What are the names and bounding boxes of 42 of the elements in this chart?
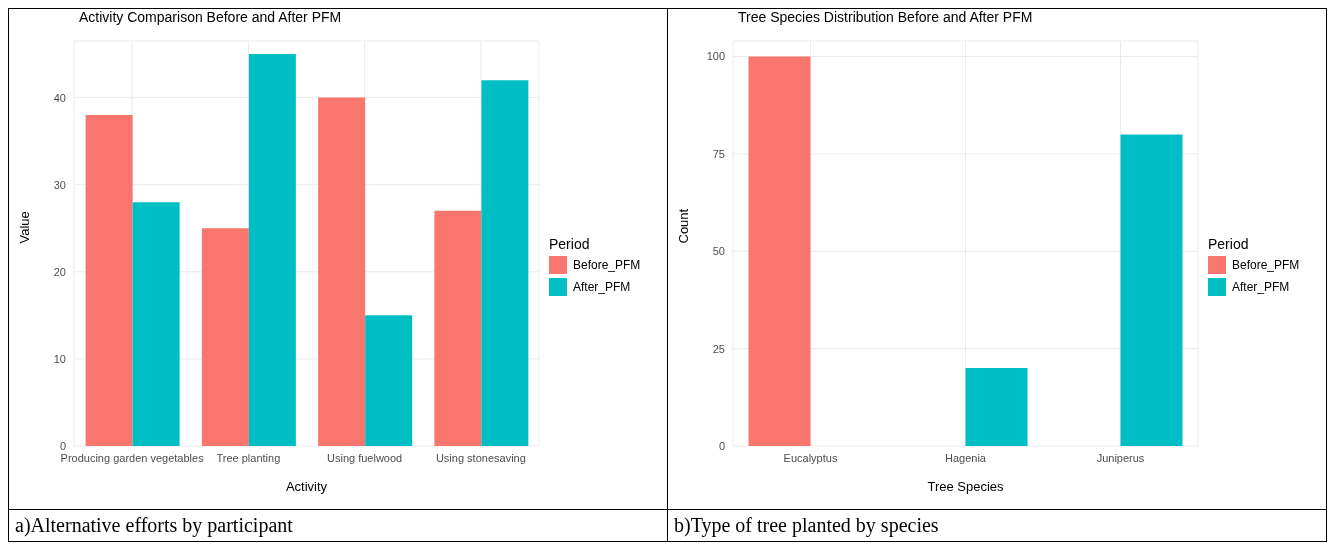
x-tick-label: Hagenia	[945, 451, 987, 464]
legend-label: Before_PFM	[1232, 258, 1300, 272]
legend-title: Period	[549, 236, 591, 252]
legend-label: After_PFM	[1232, 280, 1290, 294]
chart-title: Tree Species Distribution Before and After PFM	[737, 9, 1034, 27]
y-tick-label: 20	[53, 265, 66, 278]
y-tick-label: 25	[712, 342, 725, 355]
x-axis-title: Activity	[285, 479, 328, 494]
bar	[201, 228, 249, 446]
chart-title: Activity Comparison Before and After PFM	[78, 9, 343, 27]
legend-title: Period	[1208, 236, 1250, 252]
x-tick-label: Juniperus	[1096, 451, 1145, 464]
x-tick-label: Producing garden vegetables	[60, 451, 205, 464]
bar	[748, 56, 811, 446]
x-tick-label: Using fuelwood	[327, 451, 403, 464]
y-tick-label: 100	[706, 50, 725, 63]
x-tick-label: Eucalyptus	[783, 451, 838, 464]
text: a)Alternative efforts by participant	[15, 514, 293, 536]
y-axis-title: Value	[16, 211, 32, 244]
y-tick-label: 30	[53, 178, 66, 191]
legend-label: After_PFM	[573, 280, 631, 294]
y-tick-label: 50	[712, 245, 725, 258]
bar	[965, 368, 1028, 446]
bar	[85, 115, 133, 446]
bar	[434, 210, 482, 446]
y-tick-label: 40	[53, 91, 66, 104]
bar	[481, 80, 529, 446]
y-axis-title: Count	[675, 208, 691, 244]
x-axis-title: Tree Species	[927, 479, 1005, 494]
y-tick-label: 10	[53, 352, 66, 365]
y-tick-label: 0	[718, 439, 725, 452]
x-tick-label: Using stonesaving	[435, 451, 526, 464]
y-tick-label: 0	[59, 439, 66, 452]
legend-label: Before_PFM	[573, 258, 641, 272]
text: b)Type of tree planted by species	[674, 514, 939, 536]
y-tick-label: 75	[712, 147, 725, 160]
bar	[248, 54, 296, 446]
bar	[1120, 134, 1183, 446]
x-tick-label: Tree planting	[216, 451, 281, 464]
bar	[132, 202, 180, 446]
bar	[318, 97, 366, 446]
bar	[365, 315, 413, 446]
